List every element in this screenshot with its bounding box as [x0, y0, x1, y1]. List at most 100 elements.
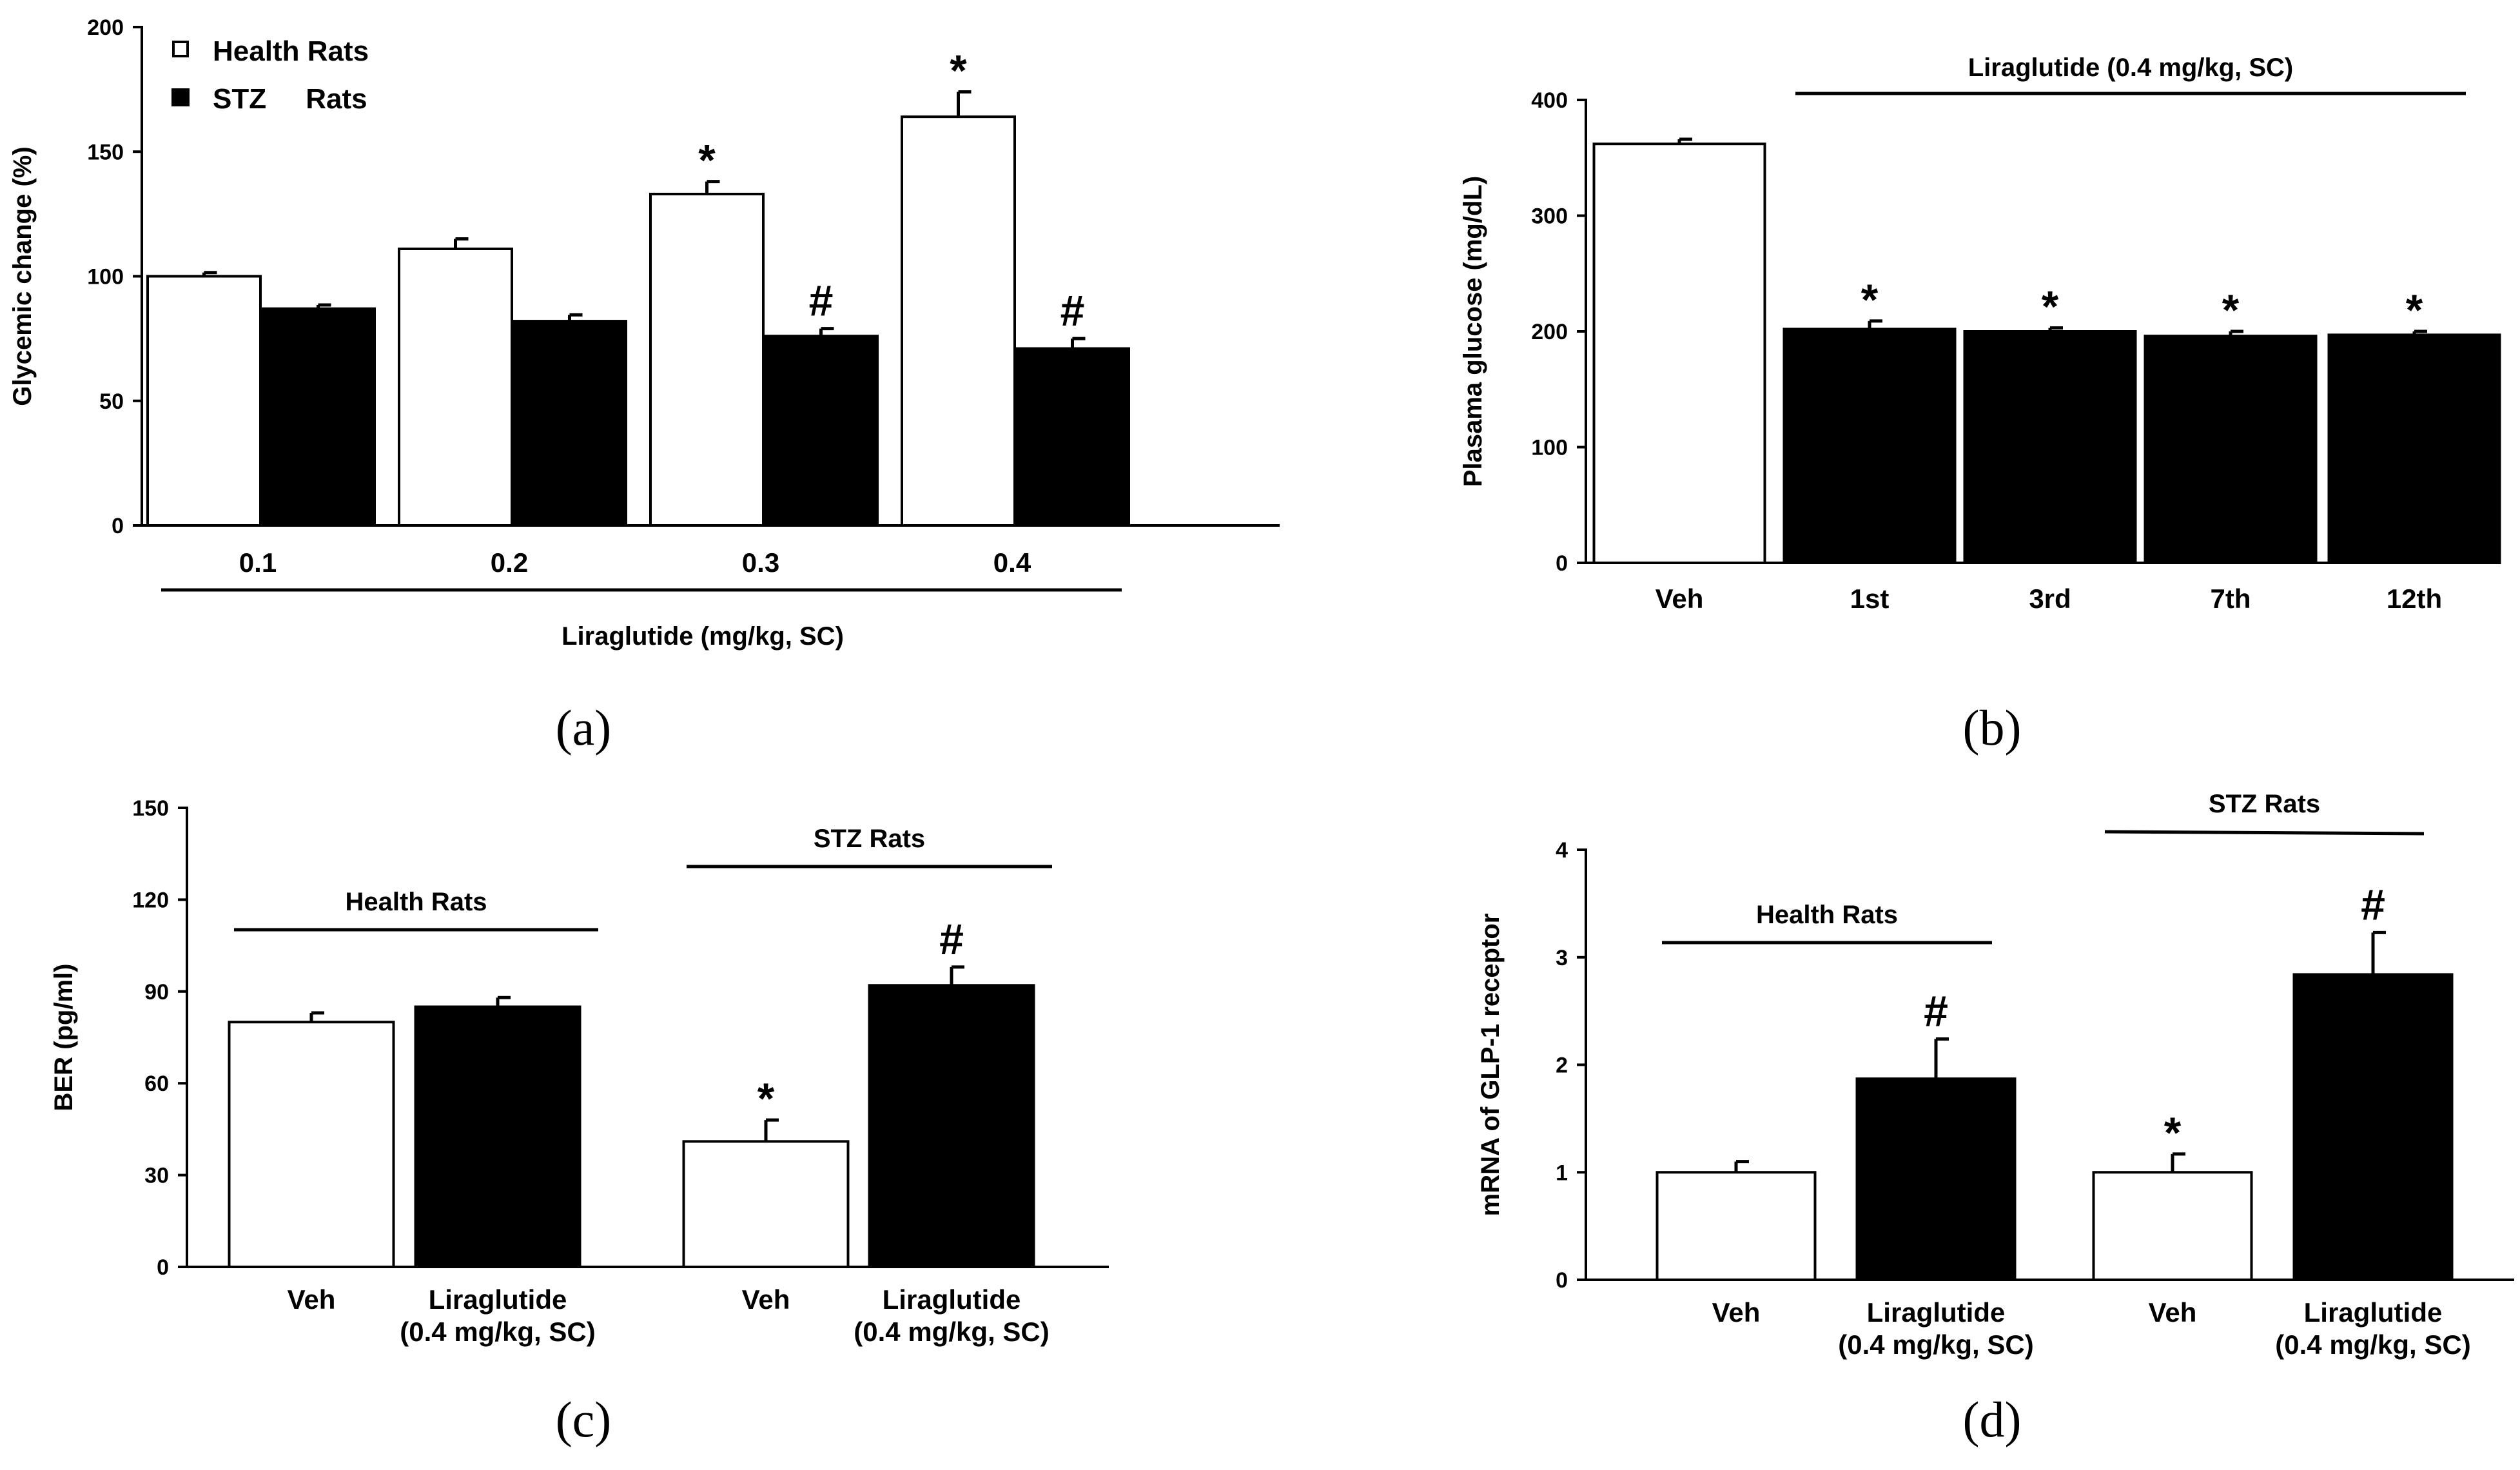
x-tick-label: Veh	[2149, 1297, 2197, 1328]
chart-panel-b: 0 100 200 300 400 Plasama glucose (mg/dL) (b) V…	[1459, 54, 2501, 756]
chart-panel-d: 0 1 2 3 4 mRNA of GLP-1 receptor (d) Veh # Liragl…	[1476, 790, 2514, 1447]
x-tick-label: Liraglutide	[2304, 1297, 2443, 1328]
y-tick-label: 100	[1531, 436, 1568, 460]
significance-marker: #	[1060, 286, 1085, 335]
x-tick-label: 1st	[1850, 583, 1890, 614]
x-tick-label: Liraglutide	[883, 1284, 1021, 1315]
y-tick-label: 0	[112, 514, 124, 538]
y-tick-label: 90	[144, 980, 169, 1004]
y-tick-label: 50	[99, 389, 124, 414]
group-label: Health Rats	[1756, 901, 1898, 929]
group-label: STZ Rats	[814, 825, 925, 853]
significance-marker: *	[757, 1074, 775, 1123]
x-tick-sublabel: (0.4 mg/kg, SC)	[854, 1317, 1049, 1347]
x-tick-label: 0.1	[239, 547, 277, 578]
group-label: Liraglutide (0.4 mg/kg, SC)	[1968, 54, 2294, 82]
x-tick-label: Veh	[742, 1284, 790, 1315]
group-label: STZ Rats	[2209, 790, 2320, 818]
y-tick-label: 3	[1556, 946, 1568, 970]
y-tick-label: 0	[1556, 551, 1568, 576]
bar-Veh	[1592, 142, 1766, 564]
panel-caption: (d)	[1963, 1391, 2022, 1447]
x-tick-label: Liraglutide	[429, 1284, 567, 1315]
y-tick-label: 30	[144, 1164, 169, 1188]
bar-health-veh	[228, 1021, 395, 1269]
significance-marker: *	[2164, 1108, 2182, 1157]
significance-marker: *	[1861, 275, 1879, 324]
y-tick-label: 300	[1531, 204, 1568, 229]
x-tick-label: 0.3	[742, 547, 779, 578]
y-tick-label: 1	[1556, 1161, 1568, 1185]
panel-caption: (a)	[556, 700, 612, 756]
x-tick-sublabel: (0.4 mg/kg, SC)	[2275, 1329, 2470, 1360]
group-label: Health Rats	[345, 888, 487, 916]
group-line	[2104, 830, 2425, 836]
bar-health-0.3	[649, 192, 765, 527]
x-tick-label: 7th	[2211, 583, 2251, 614]
x-tick-label: Veh	[1712, 1297, 1761, 1328]
legend-label-health: Health Rats	[213, 35, 369, 67]
significance-marker: #	[939, 915, 964, 964]
chart-panel-a: 0 50 100 150 200 Glycemic change (%) (a) 0.1 0.2…	[8, 15, 1280, 756]
y-axis-label: Plasama glucose (mg/dL)	[1459, 176, 1487, 487]
bar-stz-liraglutide	[2292, 973, 2454, 1282]
legend-swatch-stz	[171, 88, 190, 106]
y-tick-label: 200	[87, 15, 124, 40]
bar-stz-veh	[2092, 1171, 2253, 1281]
y-tick-label: 0	[157, 1255, 169, 1280]
significance-marker: *	[2406, 286, 2423, 335]
panel-caption: (c)	[556, 1391, 612, 1447]
x-tick-label: Veh	[288, 1284, 336, 1315]
legend-label-stz: STZ Rats	[213, 83, 367, 115]
bar-health-0.2	[398, 247, 513, 527]
x-tick-label: 0.2	[491, 547, 528, 578]
y-tick-label: 150	[132, 796, 169, 821]
y-tick-label: 200	[1531, 320, 1568, 344]
x-tick-label: Liraglutide	[1867, 1297, 2006, 1328]
bar-health-liraglutide	[1855, 1077, 2017, 1281]
x-tick-label: 0.4	[993, 547, 1031, 578]
bar-12th	[2327, 333, 2501, 564]
bar-health-liraglutide	[414, 1005, 581, 1268]
x-tick-sublabel: (0.4 mg/kg, SC)	[400, 1317, 595, 1347]
bar-1st	[1783, 328, 1957, 564]
bar-stz-0.4	[1015, 347, 1130, 527]
bar-stz-0.2	[512, 320, 627, 527]
y-axis-label: BER (pg/ml)	[50, 964, 78, 1112]
bar-stz-liraglutide	[868, 984, 1035, 1268]
y-tick-label: 0	[1556, 1268, 1568, 1293]
x-tick-label: 3rd	[2029, 583, 2071, 614]
x-axis-label: Liraglutide (mg/kg, SC)	[562, 622, 844, 651]
bar-7th	[2144, 335, 2318, 564]
y-tick-label: 120	[132, 888, 169, 912]
y-axis-label: Glycemic change (%)	[8, 146, 37, 406]
significance-marker: #	[809, 277, 834, 326]
x-tick-label: 12th	[2387, 583, 2442, 614]
significance-marker: *	[2222, 286, 2240, 335]
bar-health-0.4	[901, 115, 1016, 527]
legend-swatch-health	[172, 41, 189, 57]
significance-marker: #	[1924, 986, 1948, 1035]
bar-stz-0.1	[260, 307, 376, 527]
y-axis-label: mRNA of GLP-1 receptor	[1476, 914, 1505, 1217]
significance-marker: #	[2361, 880, 2385, 929]
bar-stz-0.3	[763, 335, 879, 527]
x-tick-sublabel: (0.4 mg/kg, SC)	[1838, 1329, 2033, 1360]
significance-marker: *	[950, 46, 967, 95]
bar-health-veh	[1656, 1171, 1817, 1281]
bar-3rd	[1963, 330, 2137, 564]
y-tick-label: 400	[1531, 88, 1568, 113]
y-tick-label: 60	[144, 1072, 169, 1096]
panel-caption: (b)	[1963, 700, 2022, 756]
y-tick-label: 2	[1556, 1054, 1568, 1078]
x-tick-label: Veh	[1656, 583, 1704, 614]
chart-panel-c: 0 30 60 90 120 150 BER (pg/ml) (c) Veh Liraglutid…	[50, 796, 1109, 1447]
bar-stz-veh	[682, 1140, 850, 1269]
significance-marker: *	[2042, 282, 2059, 331]
bar-health-0.1	[146, 275, 262, 527]
y-tick-label: 4	[1556, 838, 1568, 863]
y-tick-label: 150	[87, 140, 124, 164]
y-tick-label: 100	[87, 265, 124, 289]
significance-marker: *	[698, 136, 716, 185]
